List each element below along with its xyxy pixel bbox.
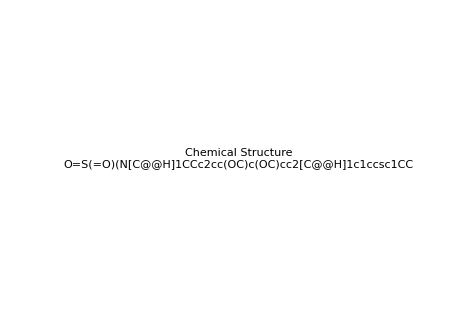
Text: Chemical Structure
O=S(=O)(N[C@@H]1CCc2cc(OC)c(OC)cc2[C@@H]1c1ccsc1CC: Chemical Structure O=S(=O)(N[C@@H]1CCc2c… xyxy=(64,148,414,169)
